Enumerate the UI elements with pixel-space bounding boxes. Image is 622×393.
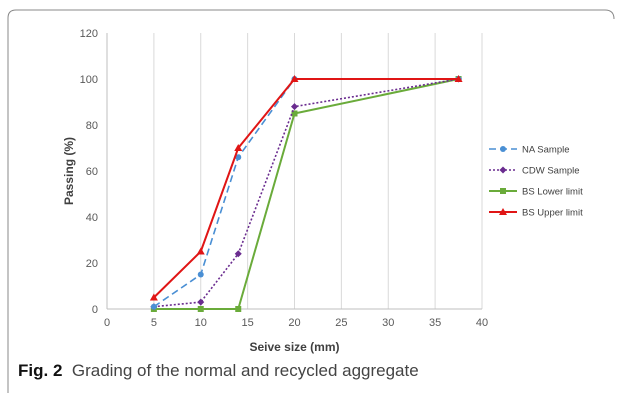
data-point-na-sample-0 — [150, 303, 157, 310]
legend-marker-bs-lower-limit — [500, 188, 506, 194]
x-axis-title: Seive size (mm) — [249, 340, 339, 354]
figure-label: Fig. 2 — [18, 361, 63, 380]
y-tick-label-0: 0 — [92, 304, 98, 316]
y-tick-label-60: 60 — [86, 166, 98, 178]
legend-marker-bs-upper-limit — [499, 208, 507, 215]
chart: 0 5 10 15 20 25 30 35 40 0 20 40 60 80 100 120 Seive siz… — [62, 28, 583, 354]
data-point-cdw-sample-2 — [234, 250, 242, 258]
data-point-bs-upper-limit-4 — [454, 75, 463, 82]
figure-border — [7, 9, 615, 393]
data-point-cdw-sample-3 — [291, 103, 298, 111]
data-point-bs-upper-limit-0 — [149, 293, 158, 301]
x-tick-label-40: 40 — [476, 317, 488, 329]
data-point-bs-upper-limit-3 — [290, 75, 299, 82]
data-point-bs-upper-limit-2 — [234, 144, 243, 151]
figure-caption: Fig. 2 Grading of the normal and recycle… — [18, 361, 419, 381]
x-tick-label-5: 5 — [151, 317, 157, 329]
x-tick-label-30: 30 — [382, 317, 394, 329]
data-point-na-sample-1 — [197, 271, 204, 278]
y-tick-label-20: 20 — [86, 258, 98, 270]
x-tick-label-10: 10 — [195, 317, 207, 329]
figure-caption-text: Grading of the normal and recycled aggre… — [71, 361, 419, 380]
data-point-na-sample-2 — [235, 154, 242, 161]
legend-label-cdw-sample: CDW Sample — [522, 166, 580, 177]
x-tick-label-35: 35 — [429, 317, 441, 329]
data-point-bs-lower-limit-1 — [197, 306, 204, 312]
x-tick-label-20: 20 — [288, 317, 300, 329]
data-point-bs-lower-limit-2 — [235, 306, 242, 312]
data-point-bs-lower-limit-3 — [291, 110, 298, 117]
y-tick-label-40: 40 — [86, 212, 98, 224]
legend-marker-na-sample — [500, 146, 506, 152]
y-axis-title: Passing (%) — [62, 137, 76, 205]
y-tick-label-80: 80 — [86, 120, 98, 132]
legend-label-bs-lower-limit: BS Lower limit — [522, 187, 583, 198]
y-tick-label-100: 100 — [80, 74, 98, 86]
y-tick-label-120: 120 — [80, 28, 98, 40]
legend-marker-cdw-sample — [499, 166, 507, 174]
data-point-cdw-sample-1 — [197, 298, 205, 306]
x-tick-label-15: 15 — [242, 317, 254, 329]
x-tick-label-0: 0 — [104, 317, 110, 329]
data-point-bs-upper-limit-1 — [196, 247, 205, 255]
x-tick-label-25: 25 — [335, 317, 347, 329]
legend-label-na-sample: NA Sample — [522, 145, 570, 156]
legend-label-bs-upper-limit: BS Upper limit — [522, 208, 583, 219]
